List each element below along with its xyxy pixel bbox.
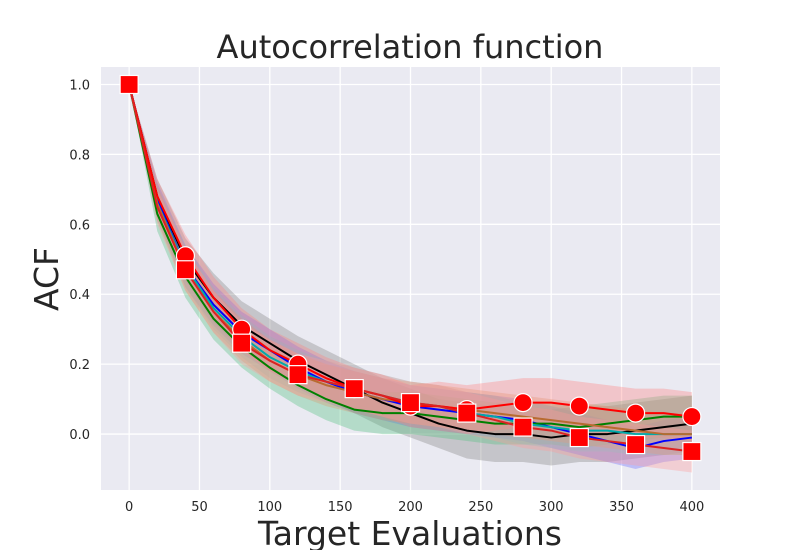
x-tick-label: 400: [679, 500, 704, 515]
x-tick-label: 300: [539, 500, 564, 515]
confidence-band: [129, 84, 692, 466]
x-tick-label: 200: [398, 500, 423, 515]
y-tick-label: 0.8: [69, 148, 90, 163]
y-tick-label: 0.0: [69, 428, 90, 443]
circle-marker: [682, 406, 702, 427]
circle-marker: [513, 393, 533, 413]
circle-marker: [569, 396, 589, 416]
square-marker: [400, 393, 421, 413]
confidence-band: [129, 84, 692, 456]
square-marker: [344, 379, 364, 399]
y-tick-label: 0.4: [69, 288, 90, 303]
x-axis-label: Target Evaluations: [257, 514, 562, 550]
y-tick-labels: 0.0 0.2 0.4 0.6 0.8 1.0: [69, 78, 90, 443]
x-tick-label: 250: [468, 500, 493, 515]
square-marker: [232, 333, 252, 353]
x-tick-label: 100: [257, 500, 282, 515]
circle-marker: [625, 403, 646, 423]
square-marker: [457, 403, 477, 423]
square-marker: [569, 427, 589, 448]
square-marker: [288, 365, 308, 385]
confidence-band: [129, 84, 692, 442]
grid-lines: [101, 67, 720, 490]
x-tick-label: 50: [191, 500, 208, 515]
square-marker: [175, 260, 196, 280]
x-tick-labels: 0 50 100 150 200 250 300 350 400: [125, 500, 704, 515]
confidence-band: [129, 84, 692, 456]
confidence-band: [129, 84, 692, 473]
y-axis-label: ACF: [27, 247, 66, 311]
square-marker: [625, 434, 646, 455]
series-markers: [119, 74, 702, 462]
chart-title: Autocorrelation function: [217, 28, 604, 66]
square-marker: [513, 417, 533, 437]
y-tick-label: 0.2: [69, 358, 90, 373]
y-tick-label: 0.6: [69, 218, 90, 233]
x-tick-label: 350: [609, 500, 634, 515]
x-tick-label: 150: [328, 500, 353, 515]
x-tick-label: 0: [125, 500, 133, 515]
y-tick-label: 1.0: [69, 78, 90, 93]
square-marker: [682, 441, 702, 462]
square-marker: [119, 74, 139, 95]
